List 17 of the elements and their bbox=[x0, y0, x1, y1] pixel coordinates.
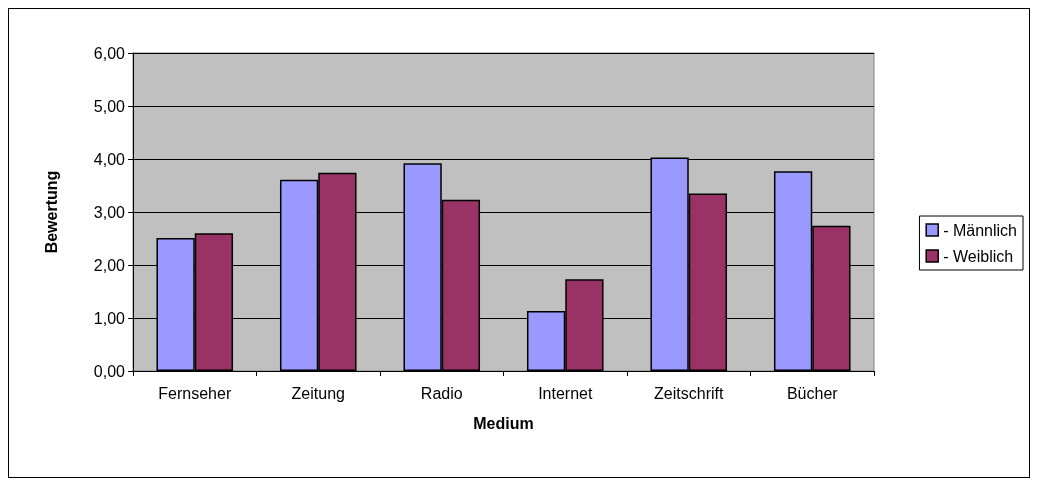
x-tick-label: Fernseher bbox=[158, 384, 232, 402]
legend-label: - Männlich bbox=[943, 221, 1018, 239]
x-axis-title: Medium bbox=[473, 414, 534, 432]
y-tick-label: 4,00 bbox=[93, 150, 126, 168]
y-tick-label: 5,00 bbox=[93, 97, 126, 115]
x-tick-label: Zeitung bbox=[291, 384, 345, 402]
y-tick-label: 6,00 bbox=[93, 44, 126, 62]
y-tick-label: 3,00 bbox=[93, 203, 126, 221]
y-tick-label: 0,00 bbox=[93, 362, 126, 380]
y-axis-title: Bewertung bbox=[42, 170, 60, 254]
x-tick-label: Zeitschrift bbox=[654, 384, 724, 402]
legend-label: - Weiblich bbox=[943, 247, 1014, 265]
x-tick-label: Bücher bbox=[786, 384, 839, 402]
y-tick-label: 2,00 bbox=[93, 256, 126, 274]
x-tick-label: Radio bbox=[420, 384, 463, 402]
x-tick-label: Internet bbox=[538, 384, 593, 402]
y-tick-label: 1,00 bbox=[93, 309, 126, 327]
